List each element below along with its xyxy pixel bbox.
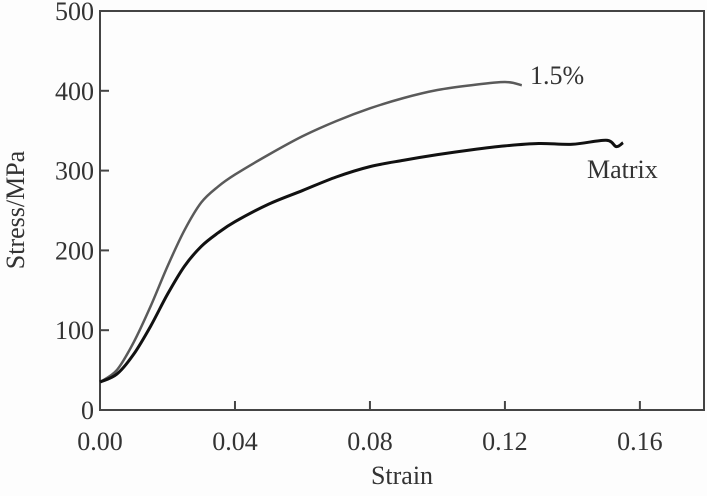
y-tick-label: 200 bbox=[55, 236, 94, 265]
plot-frame bbox=[99, 10, 705, 411]
y-axis-label: Stress/MPa bbox=[1, 150, 30, 269]
x-tick-label: 0.00 bbox=[77, 427, 123, 456]
series-label-1-5-percent: 1.5% bbox=[530, 61, 584, 90]
y-tick-label: 100 bbox=[55, 316, 94, 345]
x-tick-label: 0.08 bbox=[347, 427, 393, 456]
y-tick-label: 400 bbox=[55, 77, 94, 106]
y-tick-label: 300 bbox=[55, 157, 94, 186]
y-axis-ticks: 0 100 200 300 400 500 bbox=[55, 0, 109, 425]
x-tick-label: 0.16 bbox=[617, 427, 663, 456]
x-tick-label: 0.12 bbox=[482, 427, 528, 456]
y-tick-label: 0 bbox=[81, 396, 94, 425]
series-line-matrix bbox=[99, 138, 624, 384]
x-axis-label: Strain bbox=[371, 461, 433, 490]
series-group bbox=[99, 80, 624, 384]
y-tick-label: 500 bbox=[55, 0, 94, 26]
x-axis-ticks: 0.00 0.04 0.08 0.12 0.16 bbox=[77, 401, 663, 456]
series-label-matrix: Matrix bbox=[587, 155, 658, 184]
x-tick-label: 0.04 bbox=[212, 427, 258, 456]
series-line-1-5-percent bbox=[99, 80, 523, 384]
